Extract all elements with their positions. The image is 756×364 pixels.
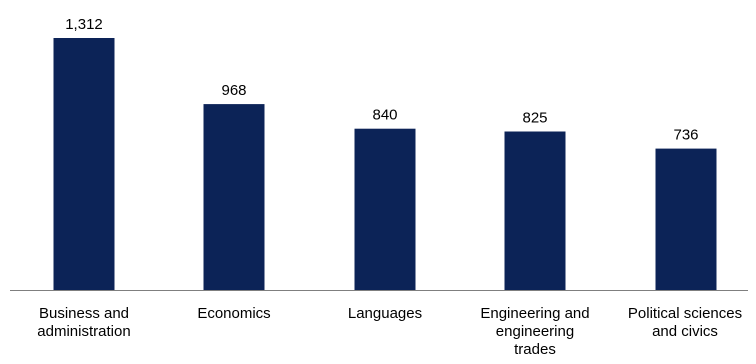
category-label-line: and civics xyxy=(652,323,718,340)
category-labels-group: Business and administration Economics Langu… xyxy=(37,305,742,358)
category-label-4: Political sciences and civics xyxy=(628,305,742,340)
value-label-1: 968 xyxy=(221,82,246,99)
value-labels-group: 1,312 968 840 825 736 xyxy=(65,16,698,144)
category-label-1: Economics xyxy=(197,305,270,322)
bar-1 xyxy=(203,104,265,290)
category-label-line: Business and xyxy=(39,305,129,322)
value-label-4: 736 xyxy=(673,127,698,144)
category-label-line: Political sciences xyxy=(628,305,742,322)
bar-2 xyxy=(354,128,416,290)
bars-group xyxy=(53,38,717,290)
value-label-3: 825 xyxy=(522,110,547,127)
value-label-0: 1,312 xyxy=(65,16,103,33)
category-label-0: Business and administration xyxy=(37,305,130,340)
bar-3 xyxy=(504,131,566,290)
category-label-line: administration xyxy=(37,323,130,340)
category-label-3: Engineering and engineering trades xyxy=(480,305,589,358)
category-label-2: Languages xyxy=(348,305,422,322)
value-label-2: 840 xyxy=(372,107,397,124)
bar-0 xyxy=(53,38,115,290)
category-label-line: engineering xyxy=(496,323,574,340)
category-label-line: trades xyxy=(514,341,556,358)
category-label-line: Economics xyxy=(197,305,270,322)
category-label-line: Engineering and xyxy=(480,305,589,322)
category-label-line: Languages xyxy=(348,305,422,322)
bar-4 xyxy=(655,148,717,290)
